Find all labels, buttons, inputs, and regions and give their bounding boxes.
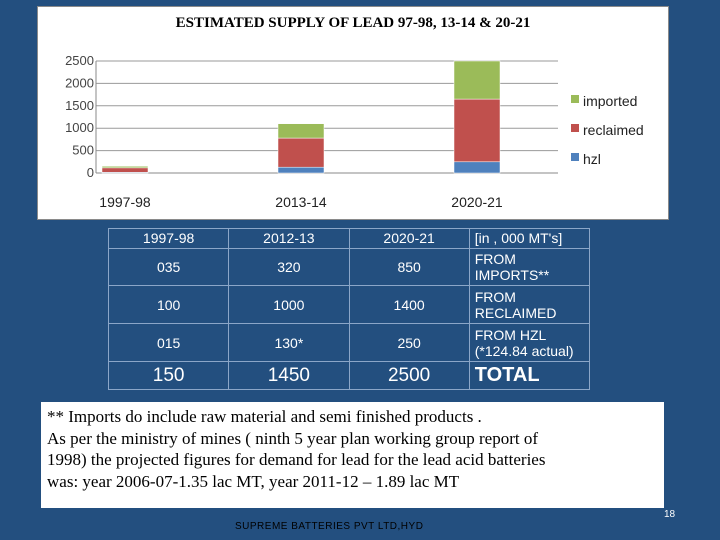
header-cell: 2012-13 bbox=[228, 228, 350, 249]
bar-reclaimed-2020-21 bbox=[453, 98, 501, 163]
table-row: 015 130* 250 FROM HZL (*124.84 actual) bbox=[107, 323, 591, 363]
table-cell: 130* bbox=[228, 323, 350, 363]
table-cell: 100 bbox=[107, 285, 230, 325]
bar-reclaimed-1997-98 bbox=[101, 167, 149, 173]
x-tick-label: 2020-21 bbox=[451, 194, 503, 210]
header-cell: 1997-98 bbox=[107, 228, 230, 249]
footer-company: SUPREME BATTERIES PVT LTD,HYD bbox=[235, 521, 424, 532]
bar-imported-1997-98 bbox=[101, 166, 149, 169]
header-cell: 2020-21 bbox=[348, 228, 470, 249]
table-cell: 1000 bbox=[228, 285, 350, 325]
note-line: As per the ministry of mines ( ninth 5 y… bbox=[47, 428, 539, 448]
bar-hzl-2020-21 bbox=[453, 161, 501, 174]
chart-title: ESTIMATED SUPPLY OF LEAD 97-98, 13-14 & … bbox=[175, 15, 531, 31]
x-tick-label: 2013-14 bbox=[275, 194, 327, 210]
y-tick-label: 0 bbox=[87, 165, 94, 180]
total-label: TOTAL bbox=[468, 361, 591, 390]
legend-swatch-hzl bbox=[571, 153, 579, 161]
legend-swatch-imported bbox=[571, 95, 579, 103]
legend-label-hzl: hzl bbox=[583, 151, 601, 167]
table-cell: 1400 bbox=[348, 285, 470, 325]
stacked-bar-chart: 2500 2000 1500 1000 500 0 1997-98 2013-14 2020-2… bbox=[65, 53, 644, 210]
bar-imported-2013-14 bbox=[277, 123, 325, 139]
table-total-row: 150 1450 2500 TOTAL bbox=[107, 361, 591, 390]
legend-swatch-reclaimed bbox=[571, 124, 579, 132]
table-row-label: FROM HZL (*124.84 actual) bbox=[468, 323, 591, 363]
y-tick-label: 2500 bbox=[65, 53, 94, 68]
legend-label-reclaimed: reclaimed bbox=[583, 122, 644, 138]
table-row-label: FROM RECLAIMED bbox=[468, 285, 591, 325]
table-header-row: 1997-98 2012-13 2020-21 [in , 000 MT's] bbox=[107, 228, 591, 249]
total-cell: 1450 bbox=[228, 361, 350, 390]
table-row: 100 1000 1400 FROM RECLAIMED bbox=[107, 285, 591, 325]
note-line: was: year 2006-07-1.35 lac MT, year 2011… bbox=[47, 471, 460, 491]
y-tick-label: 1000 bbox=[65, 120, 94, 135]
bar-hzl-2013-14 bbox=[277, 166, 325, 174]
total-cell: 2500 bbox=[348, 361, 470, 390]
table-row: 035 320 850 FROM IMPORTS** bbox=[107, 247, 591, 287]
table-cell: 850 bbox=[348, 247, 470, 287]
note-line: ** Imports do include raw material and s… bbox=[47, 407, 482, 426]
chart-panel: 2500 2000 1500 1000 500 0 1997-98 2013-14 2020-2… bbox=[37, 6, 669, 220]
header-unit-cell: [in , 000 MT's] bbox=[468, 228, 591, 249]
x-tick-label: 1997-98 bbox=[99, 194, 151, 210]
note-box: ** Imports do include raw material and s… bbox=[41, 402, 664, 508]
y-tick-label: 2000 bbox=[65, 75, 94, 90]
y-tick-label: 500 bbox=[72, 143, 94, 158]
y-tick-label: 1500 bbox=[65, 98, 94, 113]
table-cell: 250 bbox=[348, 323, 470, 363]
legend-label-imported: imported bbox=[583, 93, 637, 109]
supply-table: 1997-98 2012-13 2020-21 [in , 000 MT's] … bbox=[107, 228, 591, 390]
table-cell: 320 bbox=[228, 247, 350, 287]
total-cell: 150 bbox=[107, 361, 230, 390]
bar-imported-2020-21 bbox=[453, 60, 501, 100]
page-number: 18 bbox=[664, 509, 676, 520]
table-cell: 035 bbox=[107, 247, 230, 287]
table-row-label: FROM IMPORTS** bbox=[468, 247, 591, 287]
note-line: 1998) the projected figures for demand f… bbox=[47, 450, 546, 469]
bar-reclaimed-2013-14 bbox=[277, 137, 325, 168]
table-cell: 015 bbox=[107, 323, 230, 363]
